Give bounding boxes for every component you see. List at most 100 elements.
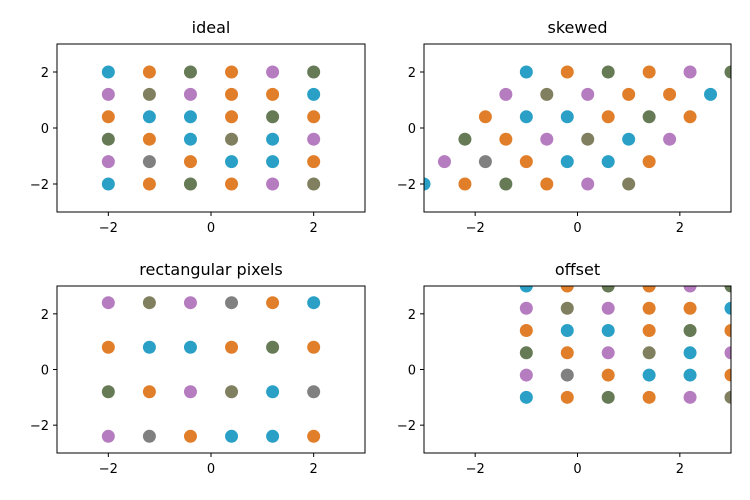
y-tick-label: −2 — [30, 178, 49, 193]
data-point — [225, 385, 239, 399]
data-point — [142, 385, 156, 399]
x-tick-label: 0 — [573, 462, 581, 477]
data-point — [683, 110, 697, 124]
data-point — [499, 132, 513, 146]
data-point — [560, 155, 574, 169]
data-point — [225, 110, 239, 124]
data-point — [581, 132, 595, 146]
y-tick-label: 2 — [408, 66, 416, 81]
data-point — [183, 65, 197, 79]
data-point — [601, 346, 615, 360]
data-point — [601, 301, 615, 315]
data-point — [642, 155, 656, 169]
y-tick-label: −2 — [397, 178, 416, 193]
data-point — [642, 324, 656, 338]
data-point — [683, 324, 697, 338]
data-point — [266, 132, 280, 146]
data-point — [581, 177, 595, 191]
data-point — [642, 301, 656, 315]
data-point — [183, 340, 197, 354]
data-point — [266, 385, 280, 399]
data-point — [101, 87, 115, 101]
data-point — [142, 132, 156, 146]
x-tick-label: 2 — [676, 221, 684, 236]
y-tick-label: 2 — [41, 308, 49, 323]
data-point — [225, 296, 239, 310]
y-tick-label: −2 — [30, 419, 49, 434]
data-point — [225, 65, 239, 79]
data-point — [560, 390, 574, 404]
data-point — [307, 87, 321, 101]
data-point — [225, 132, 239, 146]
data-point — [519, 324, 533, 338]
data-point — [724, 301, 731, 315]
data-point — [560, 286, 574, 293]
data-point — [101, 110, 115, 124]
data-point — [601, 110, 615, 124]
panel-title: rectangular pixels — [139, 260, 283, 279]
data-point — [499, 87, 513, 101]
data-point — [142, 429, 156, 443]
data-point — [724, 65, 731, 79]
data-point — [225, 155, 239, 169]
data-point — [101, 177, 115, 191]
data-points — [519, 286, 731, 404]
data-point — [560, 65, 574, 79]
data-point — [601, 65, 615, 79]
data-points — [101, 65, 321, 191]
data-point — [266, 87, 280, 101]
data-point — [307, 177, 321, 191]
data-point — [683, 286, 697, 293]
data-point — [560, 324, 574, 338]
data-point — [183, 87, 197, 101]
data-point — [101, 340, 115, 354]
data-point — [560, 110, 574, 124]
data-point — [478, 155, 492, 169]
data-point — [560, 301, 574, 315]
data-point — [307, 429, 321, 443]
data-point — [683, 301, 697, 315]
data-point — [601, 324, 615, 338]
data-point — [663, 132, 677, 146]
data-point — [142, 155, 156, 169]
data-point — [683, 368, 697, 382]
panel-title: offset — [555, 260, 600, 279]
data-point — [601, 390, 615, 404]
y-tick-label: 0 — [408, 122, 416, 137]
data-point — [478, 110, 492, 124]
data-points — [101, 296, 321, 443]
data-point — [622, 132, 636, 146]
subplot-1: −2 0 2 −2 0 2 ideal — [30, 18, 366, 236]
data-point — [101, 296, 115, 310]
y-tick-label: 2 — [41, 66, 49, 81]
data-point — [101, 385, 115, 399]
data-point — [622, 177, 636, 191]
data-point — [519, 65, 533, 79]
data-point — [101, 132, 115, 146]
data-point — [642, 346, 656, 360]
x-tick-label: −2 — [99, 221, 118, 236]
data-point — [724, 324, 731, 338]
data-point — [499, 177, 513, 191]
data-point — [724, 286, 731, 293]
data-point — [225, 340, 239, 354]
data-point — [642, 65, 656, 79]
data-point — [724, 390, 731, 404]
data-point — [183, 110, 197, 124]
data-point — [142, 296, 156, 310]
data-point — [183, 385, 197, 399]
data-point — [601, 286, 615, 293]
y-tick-label: 0 — [41, 122, 49, 137]
data-point — [424, 177, 431, 191]
data-point — [183, 429, 197, 443]
data-point — [519, 346, 533, 360]
subplot-2: −2 0 2 −2 0 2 skewed — [397, 18, 732, 236]
data-point — [142, 340, 156, 354]
data-point — [683, 346, 697, 360]
data-point — [560, 368, 574, 382]
x-tick-label: 2 — [676, 462, 684, 477]
data-point — [307, 340, 321, 354]
data-point — [540, 132, 554, 146]
subplot-4: −2 0 2 −2 0 2 offset — [397, 260, 732, 477]
data-point — [101, 65, 115, 79]
